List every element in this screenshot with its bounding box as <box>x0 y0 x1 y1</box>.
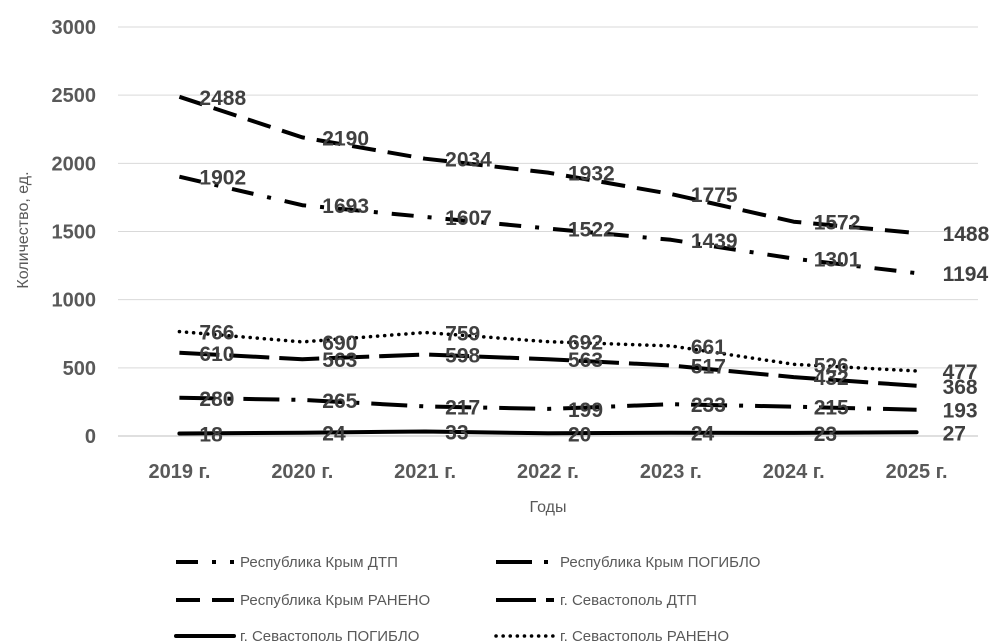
x-tick-label: 2019 г. <box>148 461 210 483</box>
data-label: 217 <box>445 396 480 419</box>
data-label: 1902 <box>199 167 246 190</box>
data-label: 1301 <box>814 249 861 272</box>
x-tick-label: 2021 г. <box>394 461 456 483</box>
data-label: 20 <box>568 423 591 446</box>
data-label: 368 <box>943 376 978 399</box>
data-label: 477 <box>943 361 978 384</box>
legend-label: Республика Крым ПОГИБЛО <box>560 554 760 571</box>
data-label: 27 <box>943 422 966 445</box>
y-tick-label: 2500 <box>52 85 97 107</box>
legend-item: Республика Крым ДТП <box>176 554 398 571</box>
y-tick-label: 3000 <box>52 17 97 39</box>
x-tick-label: 2023 г. <box>640 461 702 483</box>
data-label: 2190 <box>322 127 369 150</box>
x-tick-label: 2024 г. <box>763 461 825 483</box>
y-axis-title: Количество, ед. <box>15 171 32 288</box>
data-label: 1572 <box>814 212 861 235</box>
series-line <box>179 395 917 412</box>
y-tick-label: 500 <box>63 358 96 380</box>
data-label: 1522 <box>568 219 615 242</box>
data-label: 526 <box>814 354 849 377</box>
data-label: 1775 <box>691 184 738 207</box>
data-label: 193 <box>943 400 978 423</box>
legend-label: г. Севастополь РАНЕНО <box>560 628 729 644</box>
series-lines <box>177 94 919 436</box>
data-label: 199 <box>568 399 603 422</box>
x-tick-label: 2020 г. <box>271 461 333 483</box>
x-tick-label: 2022 г. <box>517 461 579 483</box>
y-tick-label: 0 <box>85 426 96 448</box>
series-line <box>177 429 919 436</box>
legend-item: Республика Крым ПОГИБЛО <box>496 554 760 571</box>
data-label: 280 <box>199 388 234 411</box>
data-label: 18 <box>199 424 223 447</box>
data-label: 766 <box>199 322 234 345</box>
series-line <box>177 329 919 373</box>
data-label: 2488 <box>199 87 246 110</box>
data-label: 215 <box>814 397 849 420</box>
x-axis-title: Годы <box>530 499 567 516</box>
x-tick-label: 2025 г. <box>886 461 948 483</box>
data-label: 1488 <box>943 223 990 246</box>
data-label: 1693 <box>322 195 369 218</box>
legend-item: г. Севастополь ПОГИБЛО <box>174 628 419 644</box>
data-label: 563 <box>568 349 603 372</box>
legend-item: г. Севастополь РАНЕНО <box>494 628 729 644</box>
data-label: 23 <box>814 423 837 446</box>
data-label: 33 <box>445 422 468 445</box>
x-axis-ticks: 2019 г. 2020 г. 2021 г. 2022 г. 2023 г. 2024 … <box>148 461 947 483</box>
data-labels: 1902 1693 1607 1522 1439 1301 1194 280 265 217 199… <box>199 87 989 447</box>
y-tick-label: 1000 <box>52 290 97 312</box>
y-tick-label: 1500 <box>52 222 97 244</box>
data-label: 24 <box>322 423 346 446</box>
data-label: 265 <box>322 390 357 413</box>
data-label: 233 <box>691 394 726 417</box>
data-label: 692 <box>568 332 603 355</box>
legend-item: г. Севастополь ДТП <box>496 592 697 609</box>
series-line <box>178 94 917 236</box>
data-label: 1607 <box>445 207 492 230</box>
data-label: 2034 <box>445 149 492 172</box>
data-label: 1194 <box>943 263 989 286</box>
data-label: 563 <box>322 349 357 372</box>
data-label: 661 <box>691 336 726 359</box>
legend-item: Республика Крым РАНЕНО <box>176 592 430 609</box>
legend-label: Республика Крым РАНЕНО <box>240 592 430 609</box>
data-label: 610 <box>199 343 234 366</box>
series-line <box>179 350 917 388</box>
legend-label: Республика Крым ДТП <box>240 554 398 571</box>
data-label: 690 <box>322 332 357 355</box>
data-label: 759 <box>445 323 480 346</box>
y-axis-ticks: 0 500 1000 1500 2000 2500 3000 <box>52 17 97 448</box>
y-tick-label: 2000 <box>52 153 97 175</box>
series-line <box>178 174 917 276</box>
legend-label: г. Севастополь ДТП <box>560 592 697 609</box>
data-label: 432 <box>814 367 849 390</box>
data-label: 1932 <box>568 163 615 186</box>
data-label: 517 <box>691 356 726 379</box>
legend: Республика Крым ДТП Республика Крым ПОГИБ… <box>174 554 760 644</box>
gridlines <box>118 26 978 437</box>
data-label: 598 <box>445 344 480 367</box>
legend-label: г. Севастополь ПОГИБЛО <box>240 628 419 644</box>
data-label: 24 <box>691 423 715 446</box>
data-label: 1439 <box>691 230 738 253</box>
